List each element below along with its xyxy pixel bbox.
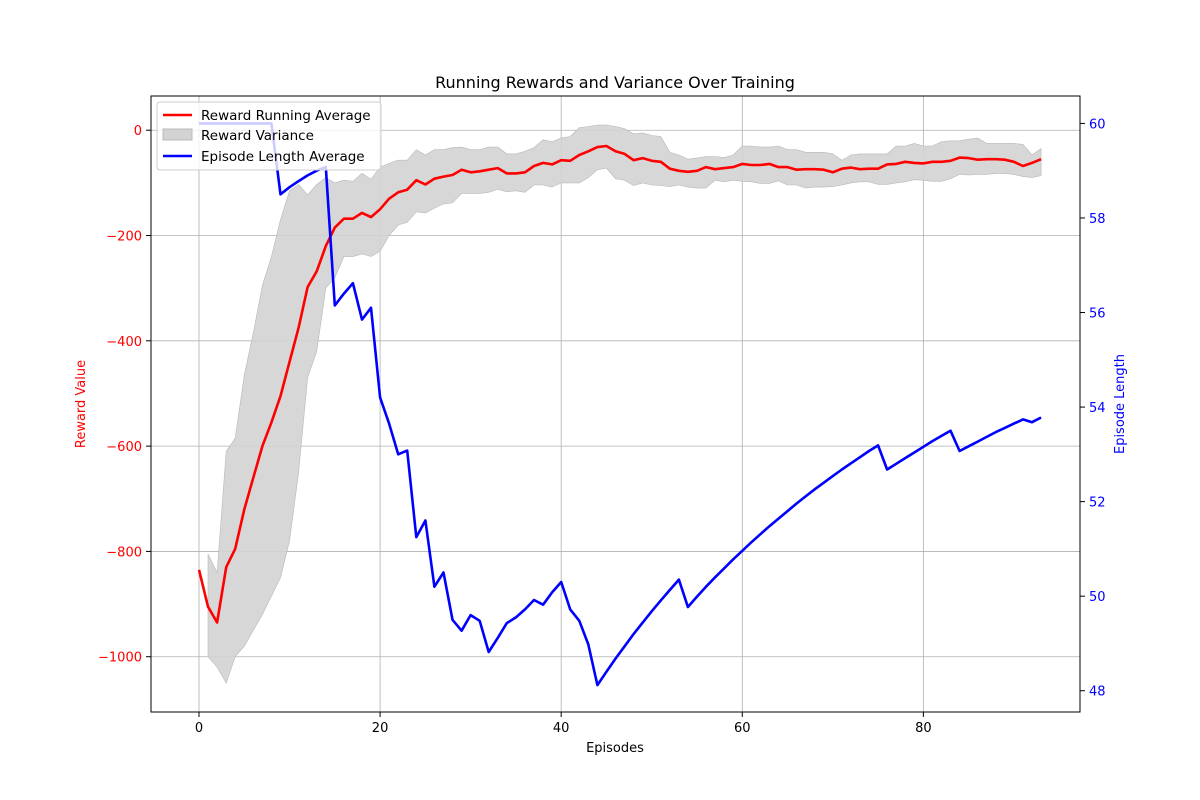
plot-frame bbox=[150, 95, 1081, 713]
left-y-axis-label: Reward Value bbox=[74, 360, 89, 448]
episode-length-average-line bbox=[199, 122, 1042, 687]
right-y-tick-label: 50 bbox=[1089, 590, 1106, 605]
reward-line-layer bbox=[197, 144, 1042, 624]
legend-box bbox=[156, 101, 382, 171]
x-tick-label: 60 bbox=[734, 721, 751, 736]
legend-label-episode-length: Episode Length Average bbox=[201, 149, 365, 165]
left-y-tick-label: 0 bbox=[134, 124, 142, 139]
variance-band bbox=[207, 124, 1042, 684]
x-axis-ticks: 0 20 40 60 80 bbox=[195, 712, 932, 736]
right-y-tick-label: 60 bbox=[1089, 117, 1106, 132]
right-y-tick-label: 56 bbox=[1089, 307, 1106, 322]
left-y-axis-ticks: 0 −200 −400 −600 −800 −1000 bbox=[98, 124, 151, 666]
reward-running-average-line bbox=[197, 144, 1042, 624]
right-y-tick-label: 54 bbox=[1089, 401, 1106, 416]
x-tick-label: 40 bbox=[553, 721, 570, 736]
right-y-tick-label: 48 bbox=[1089, 685, 1106, 700]
left-y-tick-label: −200 bbox=[106, 230, 142, 245]
chart-title: Running Rewards and Variance Over Traini… bbox=[435, 73, 795, 92]
left-y-tick-label: −1000 bbox=[98, 651, 142, 666]
variance-band-layer bbox=[207, 124, 1042, 684]
right-y-tick-label: 52 bbox=[1089, 496, 1106, 511]
left-y-tick-label: −600 bbox=[106, 440, 142, 455]
left-y-tick-label: −800 bbox=[106, 545, 142, 560]
legend-swatch-variance bbox=[162, 128, 193, 141]
legend-label-reward: Reward Running Average bbox=[201, 108, 371, 124]
right-y-tick-label: 58 bbox=[1089, 212, 1106, 227]
x-tick-label: 20 bbox=[372, 721, 389, 736]
x-axis-label: Episodes bbox=[586, 741, 644, 756]
right-y-axis-ticks: 48 50 52 54 56 58 60 bbox=[1080, 117, 1106, 700]
x-tick-label: 0 bbox=[195, 721, 203, 736]
x-tick-label: 80 bbox=[915, 721, 932, 736]
legend: Reward Running Average Reward Variance E… bbox=[156, 101, 382, 171]
episode-length-line-layer bbox=[199, 122, 1042, 687]
right-y-axis-label: Episode Length bbox=[1113, 354, 1128, 454]
left-y-tick-label: −400 bbox=[106, 335, 142, 350]
legend-label-variance: Reward Variance bbox=[201, 128, 314, 144]
